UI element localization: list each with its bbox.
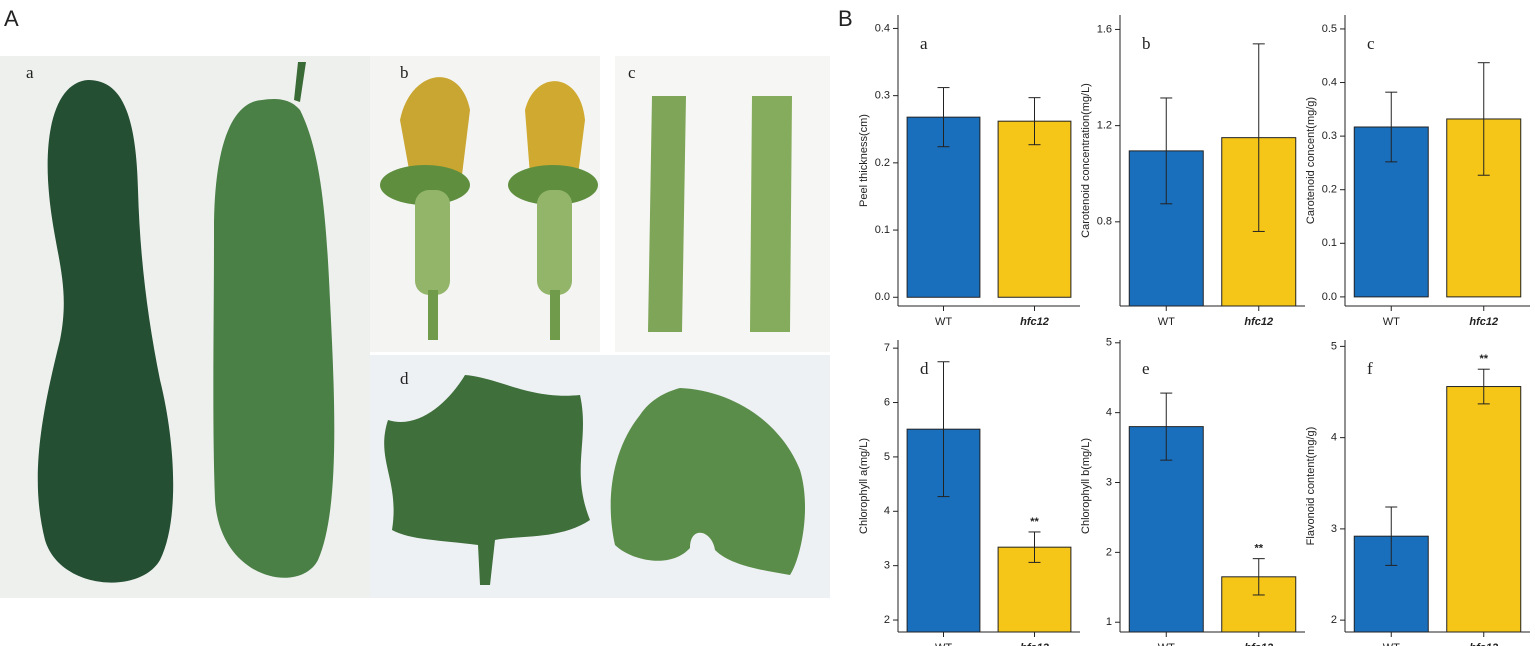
photo-label: d [400, 369, 409, 388]
y-tick-label: 0.8 [1097, 216, 1112, 228]
y-tick-label: 4 [1106, 407, 1112, 419]
error-bar [1385, 91, 1398, 163]
error-bar [1477, 368, 1490, 405]
error-bar [1252, 43, 1265, 232]
x-tick-label: WT [1383, 642, 1400, 646]
x-tick-label: WT [935, 642, 952, 646]
y-axis-label: Chlorophyll b(mg/L) [1080, 438, 1092, 534]
y-tick-label: 2 [1106, 546, 1112, 558]
leaf [384, 375, 806, 585]
y-axis-label: Carotenoid concentration(mg/L) [1080, 83, 1092, 238]
error-bar [1252, 558, 1265, 596]
bar [1446, 118, 1522, 298]
chart-label: e [1142, 359, 1150, 378]
x-tick-label: hfc12 [1469, 642, 1498, 646]
y-tick-label: 0.4 [1322, 76, 1337, 88]
y-tick-label: 0.1 [875, 224, 890, 236]
x-tick-label: hfc12 [1469, 316, 1498, 328]
y-tick-label: 3 [1106, 476, 1112, 488]
y-tick-label: 2 [1331, 614, 1337, 626]
annotation: ** [1030, 516, 1039, 528]
error-bar [1028, 531, 1041, 563]
chart: 2 3 4 5 6 7 WT hfc12 ** Chlorophyll a(mg/L) d [858, 340, 1080, 646]
y-tick-label: 0.3 [1322, 130, 1337, 142]
y-tick-label: 0.4 [875, 22, 890, 34]
y-tick-label: 5 [884, 451, 890, 463]
chart: 1 2 3 4 5 WT hfc12 ** Chlorophyll b(mg/L) e [1080, 337, 1305, 646]
y-tick-label: 1 [1106, 616, 1112, 628]
y-tick-label: 0.0 [875, 291, 890, 303]
y-tick-label: 0.5 [1322, 23, 1337, 35]
x-tick-label: WT [1158, 316, 1175, 328]
y-tick-label: 2 [884, 614, 890, 626]
x-tick-label: WT [1383, 316, 1400, 328]
y-tick-label: 0.2 [875, 157, 890, 169]
error-bar [1385, 506, 1398, 566]
bar [997, 120, 1072, 298]
gourd [213, 99, 335, 578]
y-tick-label: 1.2 [1097, 120, 1112, 132]
gourd [37, 80, 174, 583]
x-tick-label: WT [1158, 642, 1175, 646]
y-tick-label: 7 [884, 342, 890, 354]
y-tick-label: 6 [884, 396, 890, 408]
flower [380, 77, 598, 340]
y-axis-label: Peel thickness(cm) [858, 114, 870, 207]
y-tick-label: 4 [1331, 432, 1337, 444]
gourd-stem [294, 62, 306, 102]
y-tick-label: 3 [1331, 523, 1337, 535]
x-tick-label: hfc12 [1020, 642, 1049, 646]
error-bar [1028, 97, 1041, 146]
chart-label: a [920, 34, 928, 53]
photo-bg [615, 56, 830, 352]
y-axis-label: Carotenoid concent(mg/g) [1305, 97, 1317, 224]
y-tick-label: 4 [884, 505, 890, 517]
annotation: ** [1254, 543, 1263, 555]
stem [648, 96, 792, 332]
chart: 0.0 0.1 0.2 0.3 0.4 0.5 WT hfc12 Carotenoid conc… [1305, 15, 1530, 328]
x-tick-label: hfc12 [1244, 642, 1273, 646]
y-tick-label: 0.1 [1322, 237, 1337, 249]
y-tick-label: 0.3 [875, 90, 890, 102]
bar [1446, 386, 1522, 633]
photo-label: a [26, 63, 34, 82]
annotation: ** [1479, 353, 1488, 365]
panel-label: A [4, 6, 19, 31]
chart-label: f [1367, 359, 1373, 378]
chart-label: c [1367, 34, 1375, 53]
x-tick-label: hfc12 [1244, 316, 1273, 328]
chart-label: b [1142, 34, 1151, 53]
y-tick-label: 0.0 [1322, 291, 1337, 303]
y-tick-label: 3 [884, 560, 890, 572]
photo-label: c [628, 63, 636, 82]
chart-label: d [920, 359, 929, 378]
error-bar [1160, 97, 1173, 205]
error-bar [1477, 62, 1490, 176]
y-tick-label: 5 [1106, 337, 1112, 349]
error-bar [937, 87, 950, 148]
chart: 0.0 0.1 0.2 0.3 0.4 WT hfc12 Peel thickness(cm)… [858, 15, 1080, 328]
photo-panel: a b c d [0, 56, 830, 598]
x-tick-label: hfc12 [1020, 316, 1049, 328]
y-tick-label: 1.6 [1097, 23, 1112, 35]
chart: 2 3 4 5 WT hfc12 ** Flavonoid content(mg/g) f [1305, 340, 1530, 646]
bar [1128, 426, 1204, 633]
y-tick-label: 5 [1331, 340, 1337, 352]
panel-label: B [838, 6, 853, 31]
y-axis-label: Chlorophyll a(mg/L) [858, 438, 870, 534]
error-bar [1160, 392, 1173, 461]
chart: 0.8 1.2 1.6 WT hfc12 Carotenoid concentration… [1080, 15, 1305, 328]
y-axis-label: Flavonoid content(mg/g) [1305, 427, 1317, 546]
x-tick-label: WT [935, 316, 952, 328]
error-bar [937, 361, 950, 498]
y-tick-label: 0.2 [1322, 184, 1337, 196]
photo-label: b [400, 63, 409, 82]
